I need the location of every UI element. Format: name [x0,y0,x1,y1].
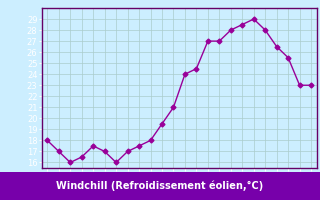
Text: Windchill (Refroidissement éolien,°C): Windchill (Refroidissement éolien,°C) [56,181,264,191]
